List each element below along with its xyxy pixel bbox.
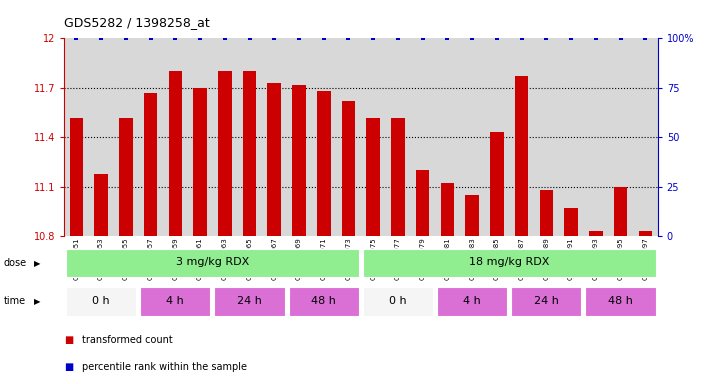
Text: percentile rank within the sample: percentile rank within the sample — [82, 362, 247, 372]
Bar — [317, 91, 331, 236]
Bar — [465, 195, 479, 236]
Bar — [66, 287, 137, 316]
Text: 24 h: 24 h — [237, 296, 262, 306]
Bar — [565, 208, 578, 236]
Bar — [193, 88, 207, 236]
Bar — [638, 231, 652, 236]
Bar — [242, 71, 257, 236]
Text: 24 h: 24 h — [534, 296, 559, 306]
Text: ▶: ▶ — [34, 297, 41, 306]
Bar — [589, 231, 603, 236]
Text: dose: dose — [4, 258, 27, 268]
Text: time: time — [4, 296, 26, 306]
Bar — [342, 101, 356, 236]
Text: ▶: ▶ — [34, 258, 41, 268]
Text: 48 h: 48 h — [608, 296, 633, 306]
Bar — [363, 287, 433, 316]
Bar — [144, 93, 157, 236]
Bar — [292, 84, 306, 236]
Bar — [441, 184, 454, 236]
Text: ■: ■ — [64, 362, 73, 372]
Bar — [363, 249, 656, 277]
Bar — [366, 118, 380, 236]
Bar — [490, 132, 503, 236]
Text: GDS5282 / 1398258_at: GDS5282 / 1398258_at — [64, 16, 210, 29]
Bar — [540, 190, 553, 236]
Bar — [70, 118, 83, 236]
Bar — [289, 287, 359, 316]
Text: 4 h: 4 h — [464, 296, 481, 306]
Text: 48 h: 48 h — [311, 296, 336, 306]
Bar — [66, 249, 359, 277]
Bar — [140, 287, 210, 316]
Bar — [215, 287, 284, 316]
Text: 18 mg/kg RDX: 18 mg/kg RDX — [469, 257, 550, 267]
Bar — [585, 287, 656, 316]
Bar — [119, 118, 133, 236]
Text: transformed count: transformed count — [82, 335, 173, 345]
Bar — [614, 187, 627, 236]
Bar — [515, 76, 528, 236]
Bar — [416, 170, 429, 236]
Text: 3 mg/kg RDX: 3 mg/kg RDX — [176, 257, 249, 267]
Text: 0 h: 0 h — [389, 296, 407, 306]
Bar — [95, 174, 108, 236]
Text: 0 h: 0 h — [92, 296, 110, 306]
Bar — [218, 71, 232, 236]
Bar — [511, 287, 582, 316]
Text: 4 h: 4 h — [166, 296, 184, 306]
Bar — [267, 83, 281, 236]
Text: ■: ■ — [64, 335, 73, 345]
Bar — [437, 287, 507, 316]
Bar — [391, 118, 405, 236]
Bar — [169, 71, 182, 236]
